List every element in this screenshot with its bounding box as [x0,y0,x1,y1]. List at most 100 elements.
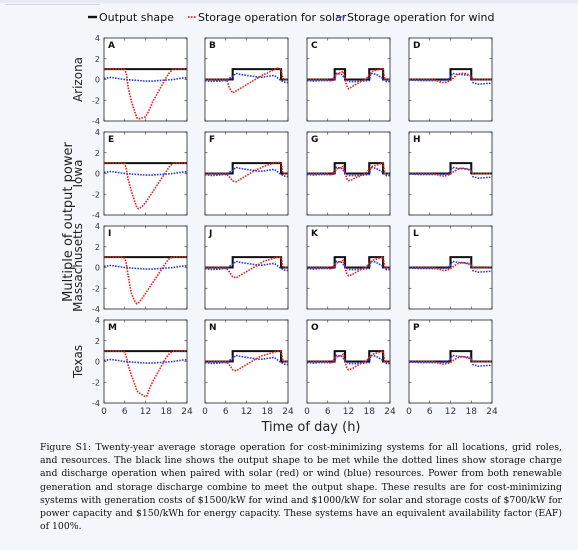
y-tick-label: 2 [95,243,100,252]
x-tick-label: 0 [406,407,412,417]
solar-storage-line [104,350,187,398]
solar-storage-line [104,256,187,305]
y-tick-label: 4 [95,222,100,231]
panel-plot-area [307,162,390,182]
panel-frame [103,225,188,310]
panel-a: 4 2 0 -2 -4 A [92,34,188,126]
x-tick-label: 12 [445,407,456,417]
panel-frame [306,131,391,216]
y-tick-label: 4 [95,128,100,137]
panel-letter: C [311,41,318,51]
panel-frame [306,319,391,404]
top-divider [5,4,100,5]
output-shape-line [307,68,390,81]
y-tick-label: 2 [95,55,100,64]
panel-plot-area [307,256,390,277]
wind-storage-line [409,260,492,273]
panel-frame [408,319,493,404]
y-tick-label: -2 [92,190,100,199]
x-tick-label: 12 [140,407,151,417]
panel-frame [204,131,289,216]
solar-storage-line [205,67,288,95]
y-tick-label: -2 [92,284,100,293]
panel-letter: L [413,229,419,239]
panel-d: D [408,37,493,122]
panel-plot-area [104,256,187,305]
panel-i: 4 2 0 -2 -4 I [92,222,188,314]
panel-plot-area [205,350,288,372]
x-tick-label: 18 [161,407,173,417]
panel-o: O [306,319,391,404]
solar-storage-line [104,162,187,210]
panel-plot-area [104,68,187,120]
legend-label-2: Storage operation for solar [198,11,347,24]
panel-plot-area [307,350,390,371]
panel-background [104,226,187,309]
x-tick-label: 24 [282,407,294,417]
panel-letter: D [413,41,420,51]
wind-storage-line [104,264,187,270]
solar-storage-line [307,68,390,90]
row-label-massachusetts: Massachusetts [71,223,85,312]
panel-frame [408,225,493,310]
y-tick-label: -2 [92,378,100,387]
panel-letter: N [209,323,217,333]
panel-p: P [408,319,493,404]
panel-j: J [204,225,289,310]
x-tick-label: 6 [122,407,128,417]
solar-storage-line [409,72,492,84]
row-label-texas: Texas [71,345,85,379]
panel-frame [103,37,188,122]
y-axis-label: Multiple of output power [61,142,76,302]
x-tick-label: 6 [223,407,229,417]
panel-frame [204,225,289,310]
solar-storage-line [205,256,288,279]
wind-storage-line [104,358,187,364]
x-tick-label: 18 [262,407,274,417]
x-tick-label: 18 [466,407,478,417]
x-tick-label: 24 [181,407,193,417]
panel-frame [306,37,391,122]
panel-plot-area [205,67,288,95]
legend: Output shape Storage operation for solar S… [88,11,494,24]
panel-f: F [204,131,289,216]
y-tick-label: 0 [95,170,100,179]
panel-plot-area [205,256,288,279]
panel-b: B [204,37,289,122]
y-tick-label: 2 [95,337,100,346]
panel-plot-area [409,68,492,85]
solar-storage-line [205,350,288,372]
wind-storage-line [409,166,492,179]
y-tick-label: -4 [92,211,100,220]
top-bar [0,0,578,3]
solar-storage-line [205,161,288,183]
panel-frame [204,319,289,404]
row-label-iowa: Iowa [71,159,85,187]
y-tick-label: -4 [92,305,100,314]
wind-storage-line [409,354,492,367]
y-tick-label: 4 [95,316,100,325]
panel-plot-area [205,161,288,183]
x-tick-label: 24 [486,407,498,417]
solar-storage-line [409,356,492,365]
y-tick-label: 0 [95,264,100,273]
x-tick-label: 18 [364,407,376,417]
panel-letter: F [209,135,215,145]
x-tick-label: 0 [202,407,208,417]
output-shape-line [307,350,390,363]
x-axis-label: Time of day (h) [260,420,360,435]
panel-background [104,320,187,403]
output-shape-line [307,256,390,269]
x-tick-label: 6 [427,407,433,417]
panel-letter: I [108,229,111,239]
x-tick-label: 6 [325,407,331,417]
panel-letter: E [108,135,114,145]
y-tick-label: 0 [95,76,100,85]
x-tick-label: 0 [304,407,310,417]
panel-m: 4 2 0 -2 -4 M [92,316,188,408]
panel-e: 4 2 0 -2 -4 E [92,128,188,220]
x-tick-label: 0 [101,407,107,417]
panel-frame [103,131,188,216]
y-tick-label: -4 [92,399,100,408]
panel-g: G [306,131,391,216]
